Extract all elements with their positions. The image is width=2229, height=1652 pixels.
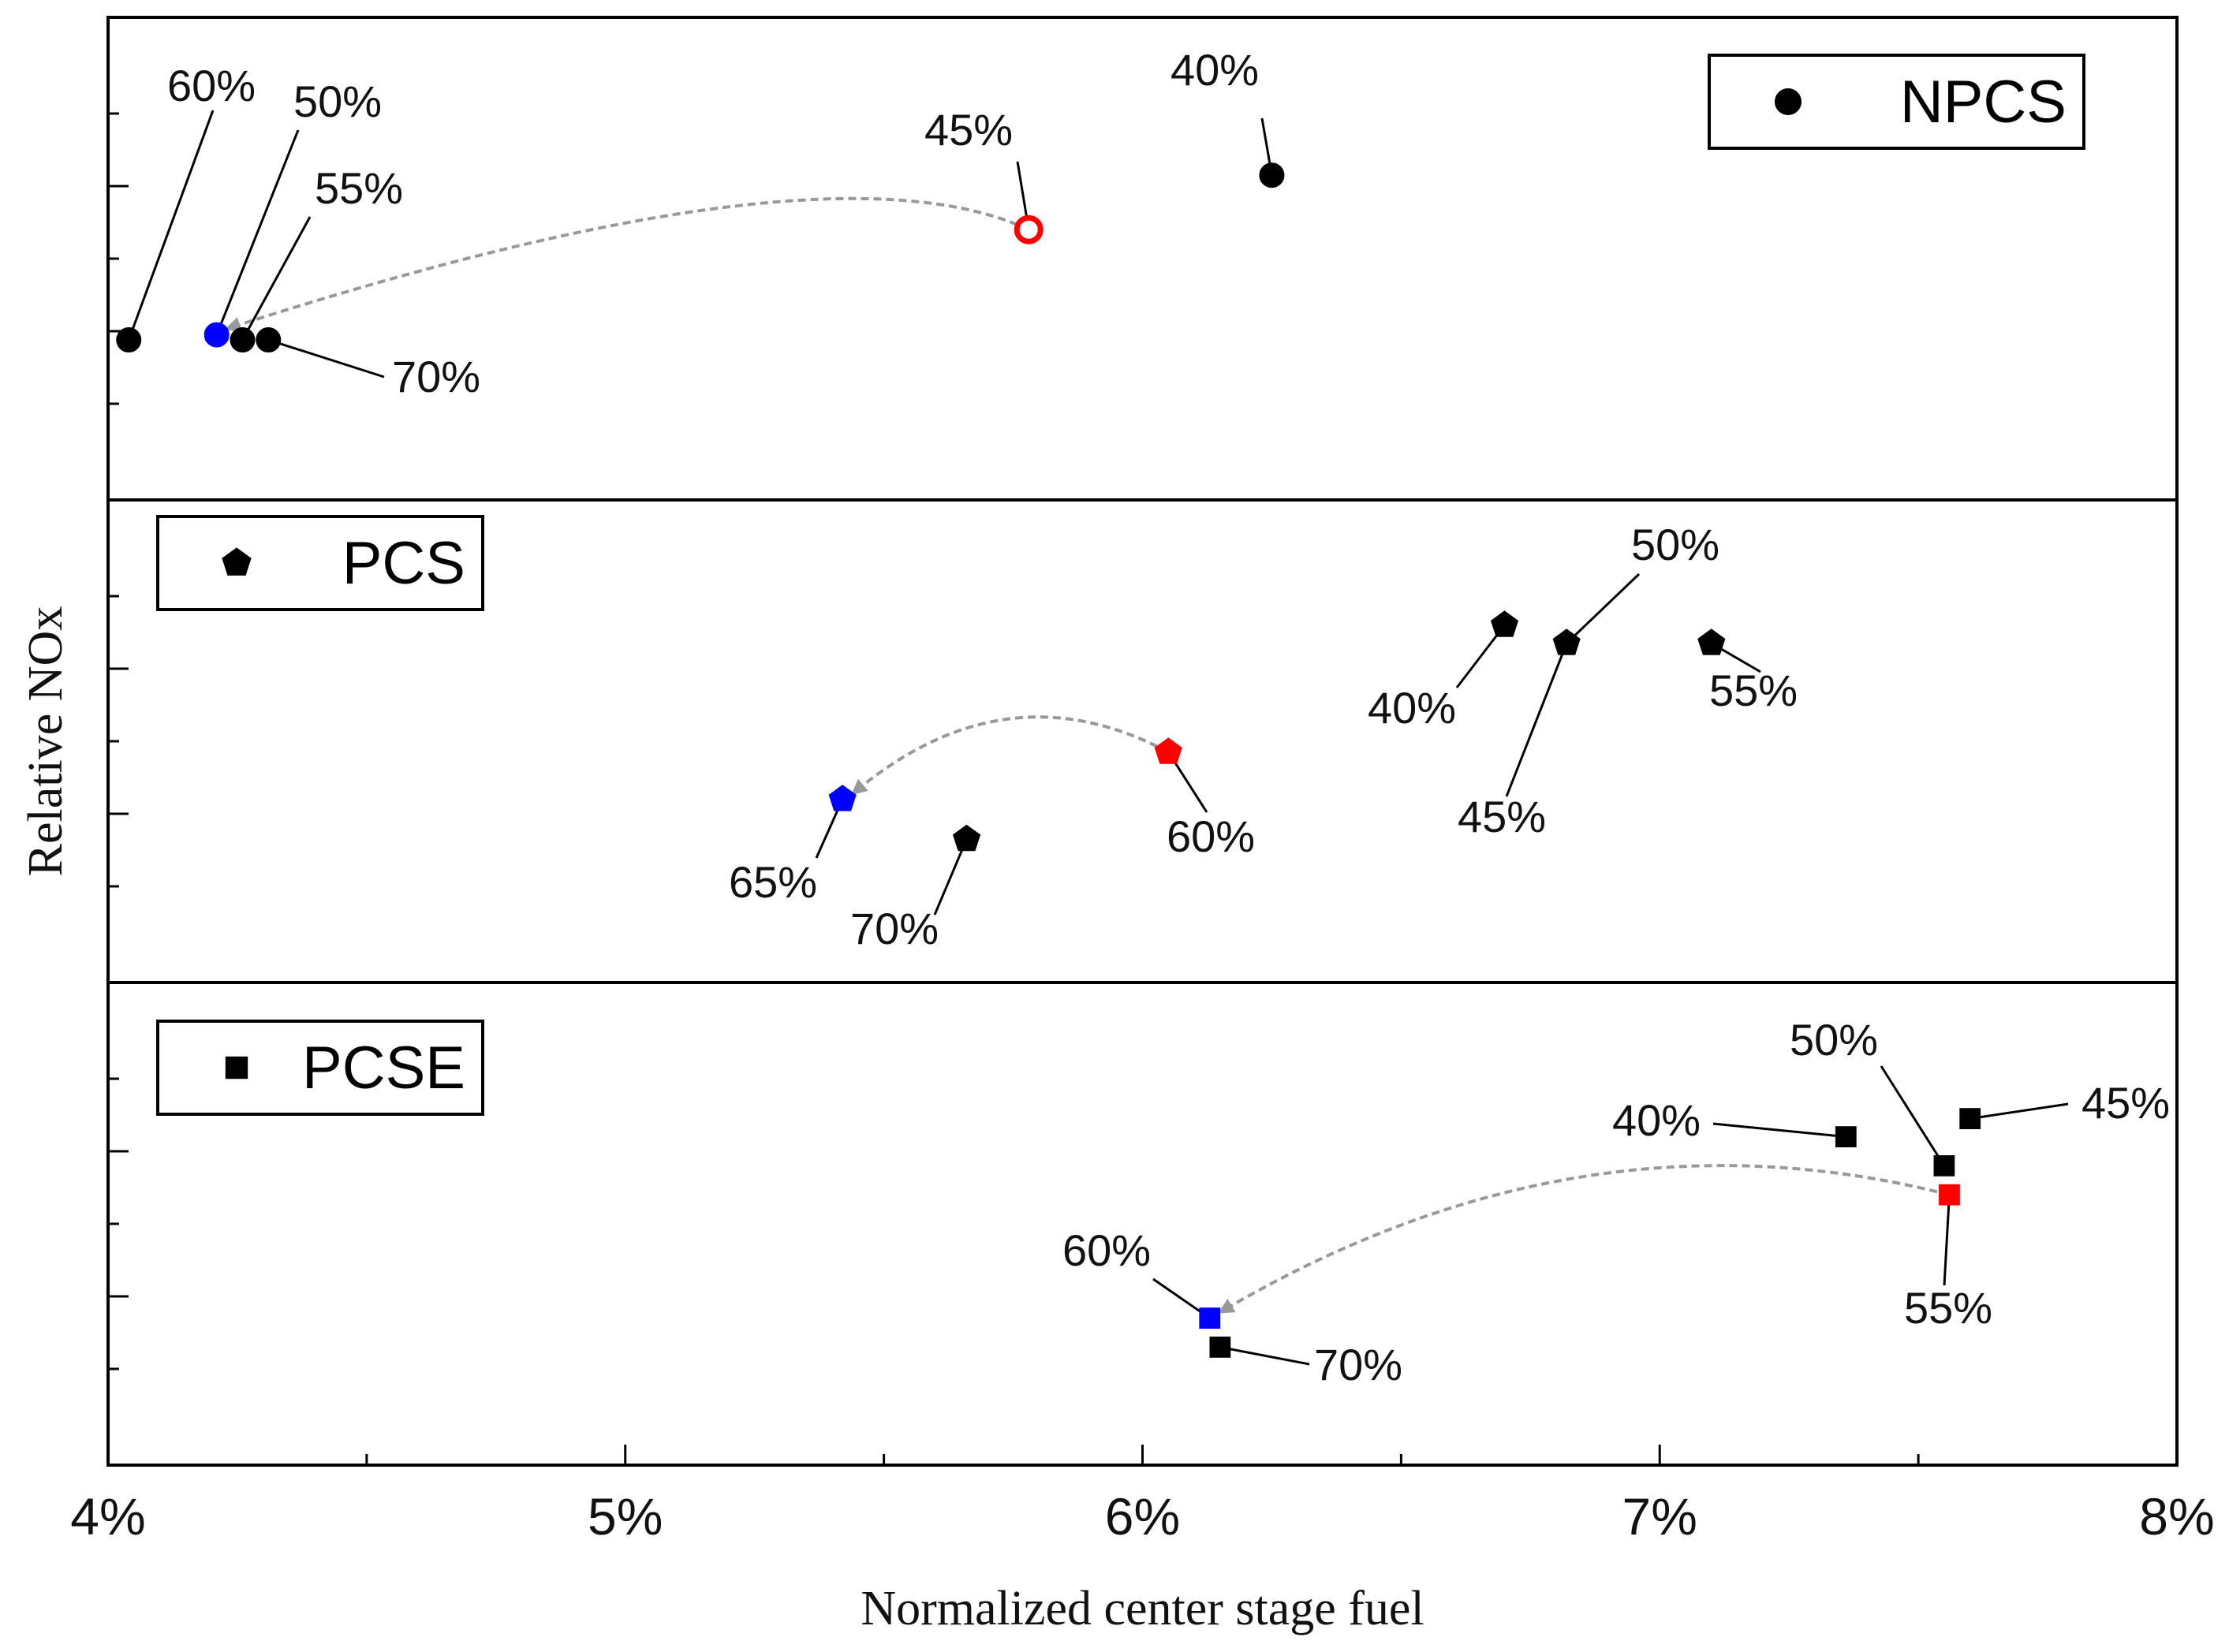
point-label: 60% (1167, 811, 1255, 861)
data-point (1014, 214, 1044, 244)
point-label: 50% (293, 76, 382, 126)
point-label: 70% (1314, 1340, 1402, 1389)
legend-label: PCS (342, 530, 465, 597)
point-label: 60% (1062, 1225, 1151, 1275)
leader-line (1943, 1195, 1951, 1286)
data-point (1199, 1307, 1221, 1329)
y-axis-label: Relative NOx (19, 606, 73, 877)
x-tick-label: 4% (70, 1487, 145, 1546)
x-tick-label: 5% (588, 1487, 663, 1546)
point-label: 45% (1458, 792, 1546, 841)
point-label: 55% (315, 163, 403, 213)
leader-line (1505, 643, 1568, 797)
leader-line (267, 338, 385, 379)
trend-arrow (224, 196, 1030, 333)
legend-box (156, 515, 484, 611)
point-label: 45% (924, 105, 1013, 155)
data-point (1154, 737, 1182, 764)
data-point (116, 327, 142, 353)
legend-box (1708, 54, 2085, 150)
data-point (1490, 610, 1519, 637)
point-label: 55% (1904, 1283, 1992, 1333)
point-label: 70% (850, 904, 939, 953)
data-point (952, 824, 981, 852)
data-point (230, 327, 256, 353)
leader-line (1880, 1065, 1946, 1167)
trend-arrow (851, 715, 1170, 796)
x-tick-label: 8% (2139, 1487, 2214, 1546)
leader-line (1970, 1102, 2069, 1121)
data-point (1697, 628, 1726, 655)
legend-marker (222, 547, 252, 576)
data-point (1939, 1184, 1960, 1206)
data-point (256, 327, 282, 353)
leader-line (127, 110, 215, 341)
legend-label: PCSE (302, 1035, 465, 1102)
point-label: 40% (1368, 683, 1456, 733)
point-label: 60% (167, 61, 256, 110)
leader-line (1219, 1345, 1310, 1366)
legend-box (156, 1020, 484, 1116)
leader-line (1566, 572, 1641, 644)
point-label: 50% (1631, 520, 1719, 569)
legend-marker (1775, 88, 1801, 115)
data-point (1959, 1108, 1981, 1129)
data-point (1835, 1126, 1857, 1147)
point-label: 40% (1171, 45, 1259, 95)
data-point (828, 785, 857, 811)
data-point (1209, 1337, 1231, 1358)
leader-line (241, 216, 312, 341)
leader-line (933, 838, 968, 915)
data-point (1933, 1155, 1955, 1177)
point-label: 50% (1790, 1015, 1878, 1065)
legend-label: NPCS (1900, 69, 2067, 136)
data-point (1259, 162, 1285, 188)
x-axis-label: Normalized center stage fuel (861, 1582, 1424, 1635)
point-label: 55% (1709, 666, 1798, 715)
leader-line (215, 129, 300, 336)
plot-area: 4% 5% 6% 7% 8% 40% 45% 50% 55% 60% 70% NPCS 40% 45% 50… (70, 16, 2215, 1546)
data-point (1552, 628, 1581, 655)
legend-marker (225, 1056, 248, 1080)
trend-arrow (1218, 1164, 1950, 1314)
point-label: 45% (2082, 1078, 2170, 1128)
x-tick-label: 6% (1105, 1487, 1180, 1546)
point-label: 65% (729, 857, 817, 907)
data-point (203, 322, 230, 348)
point-label: 40% (1612, 1095, 1701, 1145)
point-label: 70% (392, 352, 480, 401)
leader-line (1712, 1122, 1846, 1139)
x-tick-label: 7% (1622, 1487, 1697, 1546)
